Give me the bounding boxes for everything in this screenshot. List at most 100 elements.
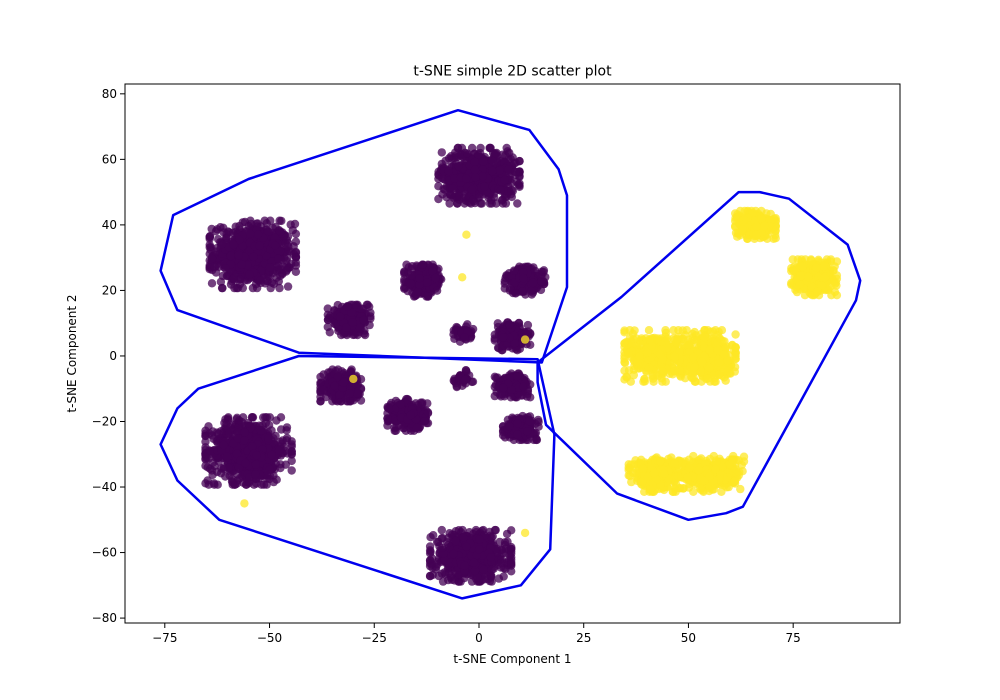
point-class-0: [460, 561, 469, 570]
point-class-0: [446, 573, 455, 582]
point-class-0: [210, 480, 219, 489]
point-class-0: [423, 278, 432, 287]
point-class-0: [474, 150, 483, 159]
point-class-1: [632, 334, 641, 343]
point-class-0: [283, 282, 293, 291]
point-class-0: [343, 302, 352, 311]
point-class-0: [471, 173, 480, 182]
point-class-0: [291, 267, 301, 276]
point-class-0: [229, 240, 238, 250]
point-class-0: [462, 542, 471, 551]
point-class-1: [622, 372, 631, 381]
point-class-0: [237, 260, 246, 269]
point-class-0: [217, 464, 226, 473]
point-class-0: [205, 240, 214, 249]
point-class-0: [272, 475, 281, 484]
point-class-0: [451, 148, 460, 157]
point-class-0: [238, 283, 247, 293]
point-class-1: [620, 358, 630, 368]
point-class-0: [222, 452, 232, 462]
point-class-0: [217, 283, 227, 293]
point-class-0: [390, 423, 399, 433]
point-class-0: [229, 274, 239, 283]
point-class-0: [474, 545, 484, 554]
point-class-0: [454, 161, 463, 171]
point-class-0: [274, 226, 284, 235]
point-class-0: [252, 283, 262, 293]
point-class-0: [505, 422, 514, 431]
point-class-0: [224, 463, 233, 473]
point-class-0: [506, 393, 516, 402]
point-class-0: [526, 380, 535, 389]
point-class-0: [478, 172, 487, 181]
point-class-0: [496, 186, 505, 195]
point-class-0: [274, 254, 283, 264]
points-layer: [201, 143, 842, 586]
point-class-0: [237, 417, 246, 427]
point-class-0: [486, 553, 496, 562]
point-class-0: [248, 413, 257, 422]
point-class-0: [217, 239, 227, 249]
point-class-0: [451, 536, 460, 546]
point-class-0: [488, 156, 497, 166]
point-class-0: [495, 166, 504, 175]
point-class-0: [417, 399, 427, 409]
point-class-0: [480, 182, 489, 191]
point-class-0: [498, 333, 508, 342]
point-class-0: [226, 251, 236, 261]
point-class-0: [282, 266, 291, 275]
point-class-0: [502, 529, 512, 539]
point-class-0: [319, 385, 328, 394]
point-class-0: [518, 287, 527, 296]
point-class-0: [500, 175, 509, 185]
point-class-0: [207, 279, 217, 288]
point-class-0: [234, 463, 244, 472]
point-class-0: [528, 278, 538, 288]
point-class-0: [335, 312, 345, 321]
point-class-0: [470, 165, 480, 175]
point-class-0: [509, 266, 519, 275]
point-class-1: [644, 363, 654, 373]
point-class-0: [475, 535, 484, 544]
point-class-0: [262, 219, 271, 228]
point-class-0: [252, 219, 261, 228]
point-class-0: [251, 460, 260, 469]
point-class-0: [221, 264, 230, 273]
point-class-0: [461, 366, 471, 375]
point-class-0: [460, 375, 470, 385]
point-class-0: [284, 239, 293, 248]
point-class-0: [462, 174, 471, 183]
point-class-0: [532, 435, 542, 445]
point-class-0: [211, 247, 220, 256]
point-class-0: [407, 270, 416, 280]
point-class-0: [265, 413, 275, 422]
point-class-0: [512, 372, 522, 381]
point-class-0: [418, 260, 427, 269]
point-class-0: [415, 274, 424, 283]
point-class-0: [437, 525, 446, 535]
point-class-0: [205, 464, 215, 473]
point-class-0: [511, 167, 520, 176]
point-class-0: [479, 157, 488, 166]
chart-title: t-SNE simple 2D scatter plot: [413, 64, 612, 80]
point-class-0: [339, 378, 348, 387]
point-class-0: [497, 558, 506, 568]
point-class-0: [499, 383, 508, 393]
point-class-0: [255, 421, 264, 430]
point-class-0: [488, 166, 497, 176]
point-class-0: [252, 451, 261, 460]
point-class-0: [505, 320, 514, 329]
point-class-0: [256, 276, 265, 285]
point-class-1: [661, 326, 670, 335]
point-class-0: [241, 459, 250, 468]
point-class-0: [276, 463, 285, 473]
point-class-0: [424, 292, 433, 301]
point-class-0: [275, 283, 284, 293]
point-class-0: [446, 191, 456, 200]
point-class-0: [465, 528, 474, 537]
point-class-0: [272, 416, 281, 425]
point-class-0: [491, 149, 500, 158]
point-class-0: [274, 446, 284, 455]
point-class-0: [360, 330, 370, 340]
point-class-0: [330, 381, 339, 391]
